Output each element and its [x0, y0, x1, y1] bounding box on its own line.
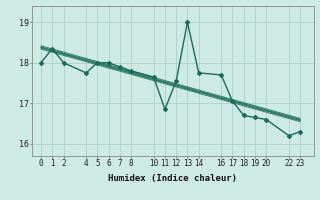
X-axis label: Humidex (Indice chaleur): Humidex (Indice chaleur): [108, 174, 237, 183]
